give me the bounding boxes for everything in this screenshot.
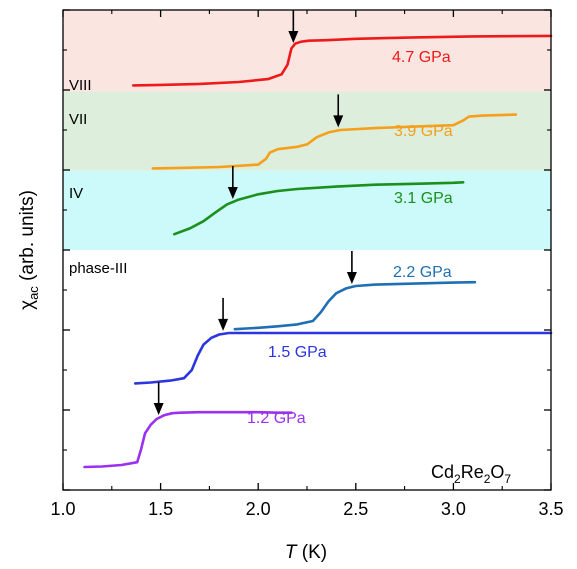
x-tick-label: 2.0 [246, 499, 271, 519]
phase-region-2 [63, 170, 551, 250]
phase-label-viii: VIII [69, 77, 92, 94]
axes: 1.0 1.5 2.0 2.5 3.0 3.5 [50, 9, 564, 519]
x-axis-title: T (K) [285, 542, 327, 563]
transition-arrow-4 [333, 94, 344, 128]
phase-region-1 [63, 91, 551, 171]
transition-arrow-3 [227, 166, 238, 199]
series-line-0 [83, 410, 293, 469]
series-line-2 [233, 280, 477, 331]
series-label-1p5: 1.5 GPa [268, 344, 327, 361]
phase-label-iii: phase-III [69, 260, 127, 277]
x-tick-label: 3.0 [441, 499, 466, 519]
transition-arrow-5 [288, 10, 299, 43]
transition-arrow-0 [153, 382, 164, 415]
transition-arrow-1 [218, 297, 229, 331]
x-tick-label: 1.0 [50, 499, 75, 519]
transition-arrow-2 [346, 250, 357, 284]
series-line-3 [173, 181, 465, 236]
x-tick-label: 2.5 [343, 499, 368, 519]
series-label-2p2: 2.2 GPa [393, 264, 452, 281]
series-label-3p9: 3.9 GPa [394, 123, 453, 140]
compound-label: Cd2Re2O7 [431, 462, 511, 486]
phase-label-vii: VII [69, 111, 87, 128]
series-label-1p2: 1.2 GPa [247, 410, 306, 427]
x-tick-label: 1.5 [148, 499, 173, 519]
phase-label-iv: IV [69, 185, 83, 202]
series-label-4p7: 4.7 GPa [392, 49, 451, 66]
series-line-1 [133, 331, 553, 385]
phase-regions [63, 10, 551, 250]
y-axis-title: χac (arb. units) [17, 190, 41, 310]
series-layer [83, 34, 553, 469]
series-line-5 [132, 34, 553, 87]
x-tick-label: 3.5 [538, 499, 563, 519]
phase-region-0 [63, 10, 551, 92]
series-line-4 [151, 113, 518, 170]
series-label-3p1: 3.1 GPa [394, 190, 453, 207]
arrow-layer [153, 10, 357, 415]
